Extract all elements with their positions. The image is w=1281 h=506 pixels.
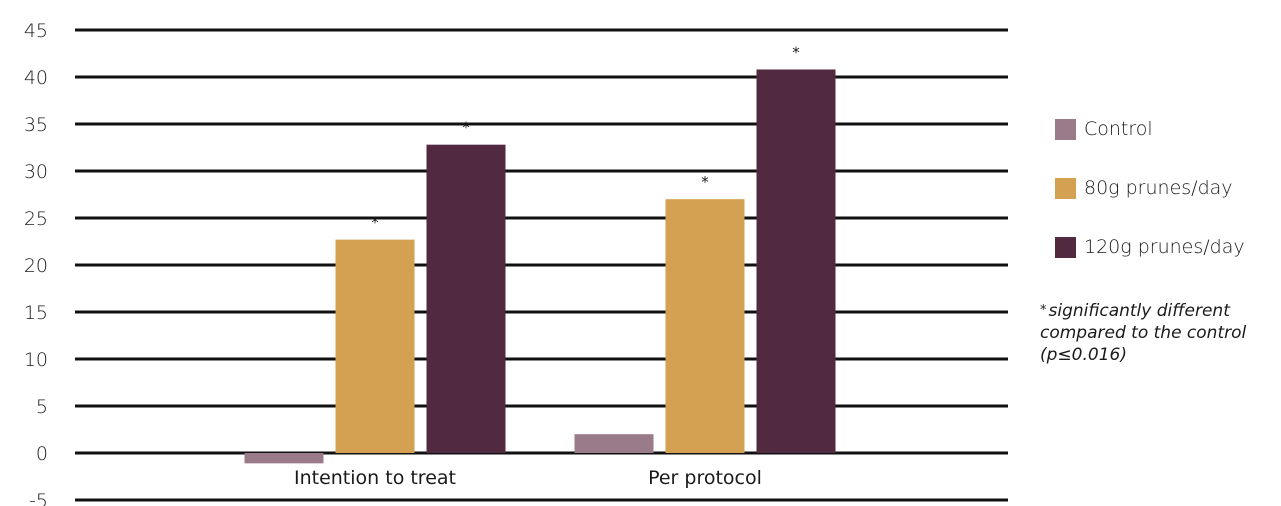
y-tick-label-15: 15 [24, 302, 48, 324]
y-tick-label-0: 0 [36, 443, 48, 465]
y-tick-label--5: -5 [29, 490, 48, 506]
legend-label-control: Control [1084, 118, 1153, 140]
bar-80g-prunes-day-1 [335, 239, 415, 453]
legend-swatch-control [1055, 118, 1076, 140]
bar-80g-prunes-day-2 [665, 199, 745, 453]
bar-chart: 45 40 35 30 25 20 15 10 5 0 -5 * * * * Intention to tre… [24, 20, 1008, 506]
y-tick-label-35: 35 [24, 114, 48, 136]
legend: Control 80g prunes/day 120g prunes/day [1055, 115, 1281, 292]
y-tick-label-25: 25 [24, 208, 48, 230]
y-tick-label-10: 10 [24, 349, 48, 371]
significance-star-80g-prunes-day-1: * [371, 214, 379, 232]
significance-star-120g-prunes-day-2: * [792, 43, 800, 61]
significance-star-120g-prunes-day-1: * [462, 119, 470, 137]
x-category-label-2: Per protocol [648, 467, 762, 489]
legend-swatch-80g [1055, 177, 1076, 199]
significance-note: * significantly different compared to the… [1040, 300, 1280, 366]
bar-120g-prunes-day-2 [756, 69, 836, 453]
legend-item-120g: 120g prunes/day [1055, 233, 1281, 261]
significance-note-marker: * [1040, 303, 1047, 318]
significance-star-80g-prunes-day-2: * [701, 173, 709, 191]
y-tick-label-5: 5 [36, 396, 48, 418]
bar-control-2 [574, 434, 654, 453]
y-tick-label-40: 40 [24, 67, 48, 89]
y-tick-label-20: 20 [24, 255, 48, 277]
y-tick-label-45: 45 [24, 20, 48, 42]
significance-note-text: significantly different compared to the … [1040, 301, 1247, 365]
x-category-label-1: Intention to treat [294, 467, 456, 489]
legend-label-120g: 120g prunes/day [1084, 236, 1245, 258]
legend-item-80g: 80g prunes/day [1055, 174, 1281, 202]
legend-label-80g: 80g prunes/day [1084, 177, 1233, 199]
legend-item-control: Control [1055, 115, 1281, 143]
y-tick-label-30: 30 [24, 161, 48, 183]
bar-control-1 [244, 453, 324, 464]
bar-120g-prunes-day-1 [426, 144, 506, 453]
legend-swatch-120g [1055, 236, 1076, 258]
